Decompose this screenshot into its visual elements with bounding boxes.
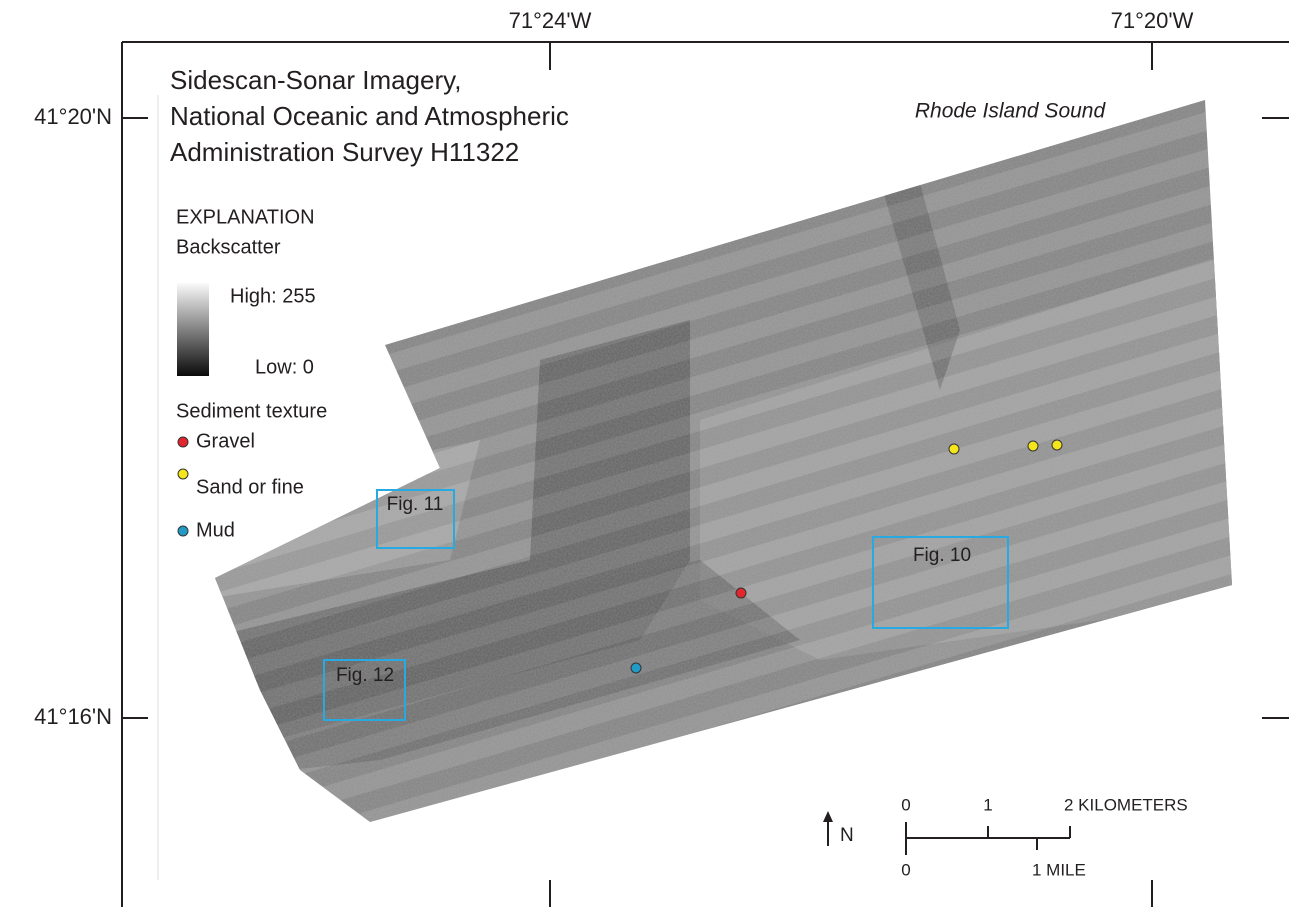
- legend-symbol: [178, 469, 188, 479]
- scale-label: 1: [983, 795, 992, 814]
- scale-label: 1 MILE: [1032, 860, 1086, 879]
- legend-title: Backscatter: [176, 236, 281, 258]
- sample-point: [736, 588, 746, 598]
- figure-label: Fig. 10: [913, 545, 971, 566]
- backscatter-ramp: [177, 283, 209, 376]
- legend-label: Mud: [196, 519, 235, 541]
- title-line: National Oceanic and Atmospheric: [170, 101, 569, 131]
- scale-label: 2 KILOMETERS: [1064, 795, 1188, 814]
- map: 71°24'W 71°20'W 41°20'N 41°16'N Sidescan…: [0, 0, 1289, 907]
- scale-bar: [906, 822, 1070, 855]
- legend-label: Gravel: [196, 430, 255, 452]
- legend-heading: EXPLANATION: [176, 206, 315, 228]
- figure-label: Fig. 12: [336, 665, 394, 686]
- latitude-label: 41°20'N: [34, 104, 112, 129]
- title-line: Administration Survey H11322: [170, 137, 519, 167]
- legend-title: Sediment texture: [176, 400, 327, 422]
- title-line: Sidescan-Sonar Imagery,: [170, 65, 461, 95]
- legend-label: Low: 0: [255, 356, 314, 378]
- sample-point: [1052, 440, 1062, 450]
- legend-symbol: [178, 526, 188, 536]
- scale-label: 0: [901, 795, 910, 814]
- legend-label: Sand or fine: [196, 476, 304, 498]
- figure-label: Fig. 11: [387, 494, 444, 515]
- north-label: N: [840, 825, 854, 846]
- scale-label: 0: [901, 860, 910, 879]
- latitude-label: 41°16'N: [34, 704, 112, 729]
- longitude-label: 71°20'W: [1111, 8, 1194, 33]
- region-label: Rhode Island Sound: [915, 100, 1107, 123]
- sample-point: [1028, 441, 1038, 451]
- longitude-label: 71°24'W: [509, 8, 592, 33]
- legend-label: High: 255: [230, 285, 316, 307]
- sample-point: [631, 663, 641, 673]
- north-arrow: [823, 811, 833, 822]
- sample-point: [949, 444, 959, 454]
- legend-symbol: [178, 437, 188, 447]
